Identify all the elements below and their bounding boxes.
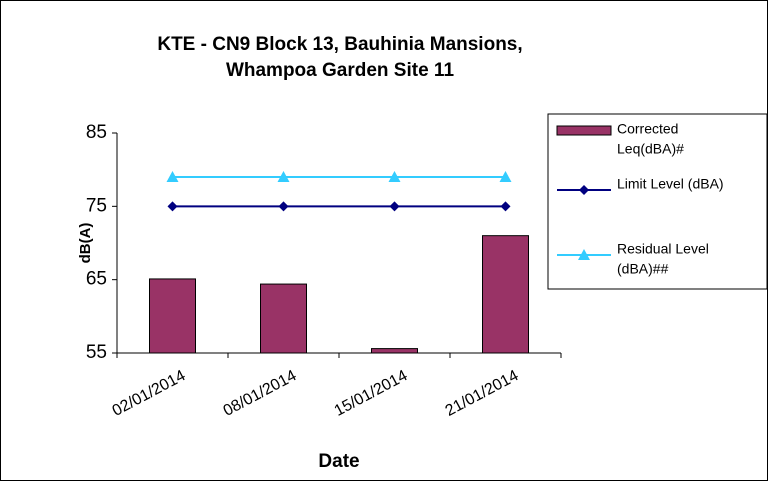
legend-marker	[578, 249, 590, 260]
legend-swatch	[556, 125, 612, 136]
point	[499, 171, 512, 182]
legend-label: Corrected	[617, 121, 678, 137]
point	[278, 201, 289, 212]
y-tick-label: 85	[86, 122, 107, 143]
point	[389, 201, 400, 212]
x-axis-label: Date	[318, 451, 359, 472]
y-axis-label: dB(A)	[77, 223, 94, 264]
point	[277, 171, 290, 182]
legend-label: (dBA)##	[617, 261, 669, 277]
legend-marker	[579, 185, 589, 195]
bar	[149, 278, 196, 354]
y-tick-label: 55	[86, 342, 107, 363]
legend-label: Residual Level	[617, 241, 709, 257]
y-tick-label: 75	[86, 195, 107, 216]
chart-title: KTE - CN9 Block 13, Bauhinia Mansions,	[157, 34, 522, 55]
legend-label: Limit Level (dBA)	[617, 176, 724, 192]
y-tick-label: 65	[86, 269, 107, 290]
point	[166, 171, 179, 182]
chart-title: Whampoa Garden Site 11	[226, 60, 454, 81]
bar	[260, 283, 307, 354]
point	[388, 171, 401, 182]
legend-label: Leq(dBA)#	[617, 141, 684, 157]
point	[167, 201, 178, 212]
bar	[371, 348, 418, 354]
bar	[482, 235, 529, 354]
point	[500, 201, 511, 212]
